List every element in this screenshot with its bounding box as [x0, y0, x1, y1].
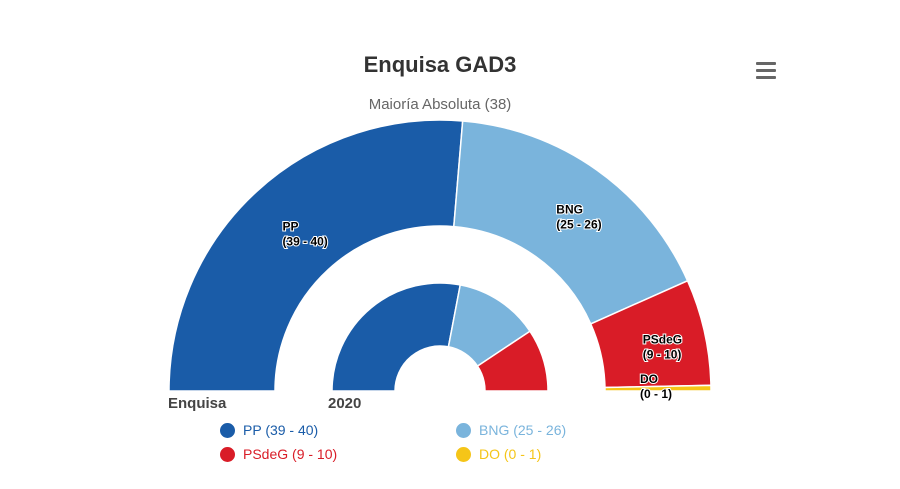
legend-item-do[interactable]: DO (0 - 1) [456, 444, 541, 464]
data-label-do: DO (0 - 1) [640, 372, 672, 401]
legend-item-bng[interactable]: BNG (25 - 26) [456, 420, 566, 440]
legend-marker [456, 446, 471, 462]
data-label-bng: BNG (25 - 26) [556, 202, 601, 231]
data-label-psdeg: PSdeG (9 - 10) [643, 332, 682, 361]
legend-label: PP (39 - 40) [243, 422, 319, 438]
legend-item-pp[interactable]: PP (39 - 40) [220, 420, 318, 440]
data-labels: PP (39 - 40) BNG (25 - 26) PSdeG (9 - 10) DO (0… [281, 201, 683, 402]
sector-enquisa-do[interactable] [604, 384, 712, 392]
hamburger-menu-icon[interactable] [752, 58, 780, 84]
legend-item-psdeg[interactable]: PSdeG (9 - 10) [220, 444, 337, 464]
outer-ring-enquisa [168, 119, 712, 392]
sector-enquisa-pp[interactable] [168, 119, 464, 392]
ring-label-2020: 2020 [328, 395, 361, 412]
legend-label: PSdeG (9 - 10) [243, 446, 338, 462]
chart-subtitle: Maioría Absoluta (38) [369, 96, 512, 113]
sector-enquisa-bng[interactable] [452, 120, 689, 325]
chart-title: Enquisa GAD3 [364, 52, 517, 77]
data-label-pp: PP (39 - 40) [282, 220, 327, 249]
sector-2020-pp[interactable] [331, 282, 462, 392]
sector-2020-psdeg[interactable] [476, 330, 549, 392]
inner-ring-2020 [331, 282, 549, 392]
chart-legend: PP (39 - 40) BNG (25 - 26) PSdeG (9 - 10… [220, 420, 740, 468]
legend-marker [456, 422, 471, 438]
legend-marker [220, 446, 235, 462]
legend-label: BNG (25 - 26) [479, 422, 567, 438]
legend-label: DO (0 - 1) [479, 446, 542, 462]
legend-marker [220, 422, 235, 438]
ring-label-enquisa: Enquisa [168, 395, 227, 412]
